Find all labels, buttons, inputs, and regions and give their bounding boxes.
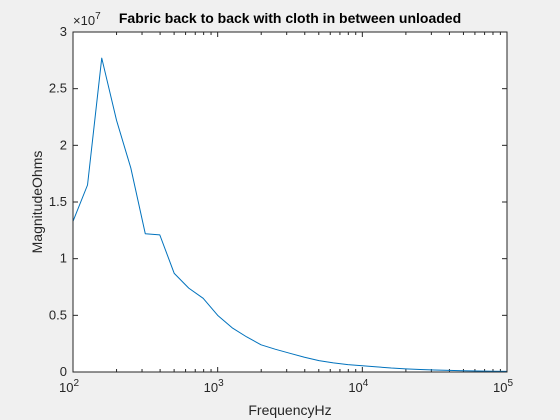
series xyxy=(72,57,508,372)
series-line xyxy=(72,57,508,372)
y-multiplier-exponent: 7 xyxy=(95,11,101,22)
y-axis-multiplier: ×107 xyxy=(73,11,101,28)
x-tick-label: 105 xyxy=(493,378,513,395)
chart-title: Fabric back to back with cloth in betwee… xyxy=(119,10,461,26)
y-tick-label: 1.5 xyxy=(49,194,67,209)
y-tick-label: 1 xyxy=(60,251,67,266)
y-tick-label: 0.5 xyxy=(49,307,67,322)
axes-background xyxy=(73,32,507,372)
y-tick-label: 0 xyxy=(60,364,67,379)
x-axis-label: FrequencyHz xyxy=(248,402,331,418)
y-tick-label: 2 xyxy=(60,137,67,152)
y-axis-label: MagnitudeOhms xyxy=(29,151,45,254)
y-multiplier-base: ×10 xyxy=(73,13,95,28)
x-tick-label: 103 xyxy=(204,378,224,395)
y-tick-label: 2.5 xyxy=(49,81,67,96)
x-tick-label: 102 xyxy=(59,378,79,395)
tick-labels: 0 0.5 1 1.5 2 2.5 3 102 103 104 105 xyxy=(49,24,514,395)
x-tick-label: 104 xyxy=(348,378,368,395)
y-tick-label: 3 xyxy=(60,24,67,39)
axes-box xyxy=(72,31,508,373)
